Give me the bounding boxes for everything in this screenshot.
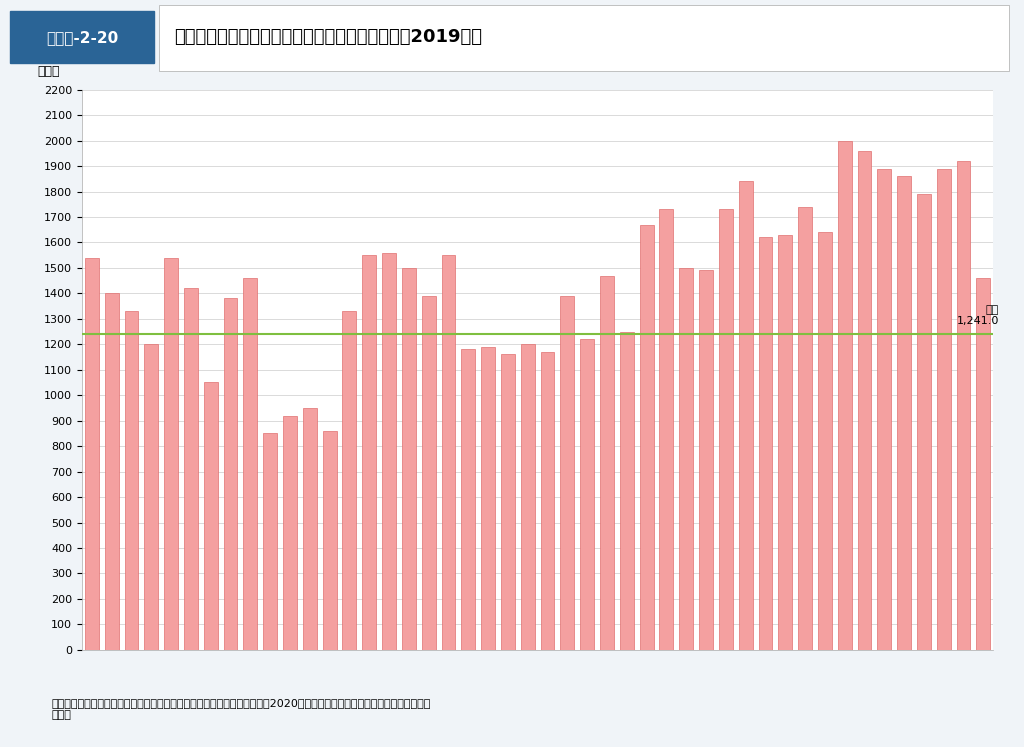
- Bar: [323, 431, 337, 650]
- Bar: [560, 296, 574, 650]
- Bar: [541, 352, 554, 650]
- Bar: [738, 182, 753, 650]
- Bar: [244, 278, 257, 650]
- Bar: [342, 311, 356, 650]
- Bar: [838, 140, 852, 650]
- Text: 資料：総務省「住民基本台帳に基づく人口、人口動態及び世帯数調査」（2020年）により厚生労働省医政局看護課において
作成。: 資料：総務省「住民基本台帳に基づく人口、人口動態及び世帯数調査」（2020年）に…: [51, 698, 430, 720]
- Bar: [501, 355, 515, 650]
- Bar: [462, 350, 475, 650]
- Bar: [977, 278, 990, 650]
- Bar: [857, 151, 871, 650]
- Bar: [303, 408, 316, 650]
- Bar: [263, 433, 278, 650]
- Bar: [184, 288, 198, 650]
- Bar: [223, 299, 238, 650]
- Bar: [283, 415, 297, 650]
- Text: 図表１-2-20: 図表１-2-20: [46, 30, 118, 45]
- Bar: [600, 276, 613, 650]
- Bar: [362, 255, 376, 650]
- Bar: [798, 207, 812, 650]
- Bar: [620, 332, 634, 650]
- Bar: [719, 209, 733, 650]
- Bar: [878, 169, 891, 650]
- Bar: [818, 232, 831, 650]
- Y-axis label: （人）: （人）: [37, 66, 59, 78]
- Bar: [521, 344, 535, 650]
- FancyBboxPatch shape: [159, 5, 1009, 71]
- Bar: [441, 255, 456, 650]
- Bar: [659, 209, 674, 650]
- Bar: [204, 382, 218, 650]
- Bar: [937, 169, 950, 650]
- Bar: [897, 176, 911, 650]
- Bar: [918, 194, 931, 650]
- Bar: [164, 258, 178, 650]
- Bar: [778, 235, 793, 650]
- Bar: [104, 294, 119, 650]
- Bar: [481, 347, 495, 650]
- FancyBboxPatch shape: [10, 11, 154, 63]
- Bar: [699, 270, 713, 650]
- Bar: [759, 238, 772, 650]
- Text: 全国
1,241.0: 全国 1,241.0: [956, 305, 999, 326]
- Bar: [422, 296, 435, 650]
- Bar: [956, 161, 971, 650]
- Bar: [581, 339, 594, 650]
- Bar: [125, 311, 138, 650]
- Text: 都道府県別人口１０万対看護師・准看護師数　（2019年）: 都道府県別人口１０万対看護師・准看護師数 （2019年）: [174, 28, 482, 46]
- Bar: [679, 268, 693, 650]
- Bar: [382, 252, 396, 650]
- Bar: [144, 344, 158, 650]
- Bar: [401, 268, 416, 650]
- Bar: [640, 225, 653, 650]
- Bar: [85, 258, 98, 650]
